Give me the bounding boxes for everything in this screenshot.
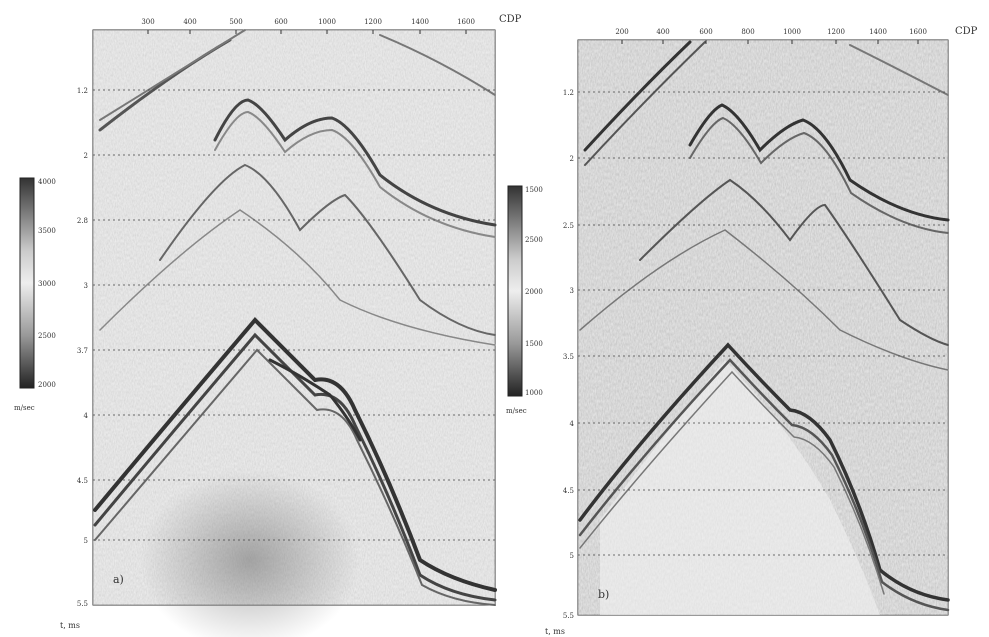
cdp-axis-b: 200 400 600 800 1000 1200 1400 1600 CDP <box>615 26 978 44</box>
cdp-tick: 500 <box>229 18 242 26</box>
time-tick: 3.5 <box>563 353 574 361</box>
cdp-tick: 200 <box>615 28 628 36</box>
colorbar-unit: m/sec <box>14 404 35 412</box>
cdp-tick: 400 <box>656 28 669 36</box>
section-a-shadow <box>140 470 360 637</box>
time-tick: 2.8 <box>77 217 88 225</box>
time-tick: 3 <box>570 287 574 295</box>
time-tick: 2.5 <box>563 222 574 230</box>
time-tick: 4.5 <box>77 477 88 485</box>
section-b-gridlines <box>578 91 948 556</box>
cdp-tick: 1000 <box>318 18 336 26</box>
colorbar-tick: 3000 <box>38 280 56 288</box>
time-tick: 3 <box>84 282 88 290</box>
time-tick: 5.5 <box>563 612 574 620</box>
time-tick: 2 <box>84 152 88 160</box>
colorbar-tick: 2500 <box>38 332 56 340</box>
section-a-reflectors <box>93 29 497 606</box>
time-tick: 5 <box>84 537 88 545</box>
time-axis-label: t, ms <box>60 621 80 630</box>
cdp-axis-label: CDP <box>955 26 978 37</box>
cdp-tick: 1200 <box>827 28 845 36</box>
time-tick: 5 <box>570 552 574 560</box>
panel-label: a) <box>113 573 124 586</box>
colorbar-scale <box>507 185 523 397</box>
colorbar-tick: 2000 <box>525 288 543 296</box>
cdp-tick: 1200 <box>364 18 382 26</box>
colorbar-tick: 2500 <box>525 236 543 244</box>
cdp-axis-a: 300 400 500 600 1000 1200 1400 1600 CDP <box>141 14 522 34</box>
section-b-reflectors <box>578 40 950 612</box>
cdp-tick: 1400 <box>869 28 887 36</box>
cdp-tick: 400 <box>183 18 196 26</box>
cdp-tick: 300 <box>141 18 154 26</box>
colorbar-tick: 1000 <box>525 389 543 397</box>
panel-b: 200 400 600 800 1000 1200 1400 1600 CDP … <box>506 26 978 636</box>
colorbar-unit: m/sec <box>506 407 527 415</box>
time-tick: 2 <box>570 155 574 163</box>
time-axis-b: 1.2 2 2.5 3 3.5 4 4.5 5 5.5 t, ms <box>545 89 575 636</box>
colorbar-scale <box>19 177 35 389</box>
time-axis-label: t, ms <box>545 627 565 636</box>
colorbar-tick: 3500 <box>38 227 56 235</box>
colorbar-b: 1500 2500 2000 1500 1000 m/sec <box>506 185 543 415</box>
colorbar-tick: 4000 <box>38 178 56 186</box>
time-tick: 5.5 <box>77 600 88 608</box>
cdp-tick: 1600 <box>457 18 475 26</box>
time-tick: 4.5 <box>563 487 574 495</box>
colorbar-tick: 2000 <box>38 381 56 389</box>
time-tick: 3.7 <box>77 347 88 355</box>
time-tick: 4 <box>84 412 89 420</box>
section-a-gridlines <box>93 89 495 541</box>
cdp-tick: 600 <box>274 18 287 26</box>
section-b-light-core <box>600 360 880 615</box>
time-axis-a: 1.2 2 2.8 3 3.7 4 4.5 5 5.5 t, ms <box>60 87 89 630</box>
colorbar-tick: 1500 <box>525 186 543 194</box>
time-tick: 1.2 <box>563 89 574 97</box>
cdp-tick: 1600 <box>909 28 927 36</box>
cdp-tick: 1000 <box>783 28 801 36</box>
cdp-tick: 800 <box>741 28 754 36</box>
time-tick: 4 <box>570 420 575 428</box>
colorbar-tick: 1500 <box>525 340 543 348</box>
cdp-tick: 600 <box>699 28 712 36</box>
panel-a: 300 400 500 600 1000 1200 1400 1600 CDP … <box>14 14 522 637</box>
cdp-tick: 1400 <box>411 18 429 26</box>
time-tick: 1.2 <box>77 87 88 95</box>
cdp-axis-label: CDP <box>499 14 522 25</box>
panel-label: b) <box>598 588 609 601</box>
colorbar-a: 4000 3500 3000 2500 2000 m/sec <box>14 177 56 412</box>
